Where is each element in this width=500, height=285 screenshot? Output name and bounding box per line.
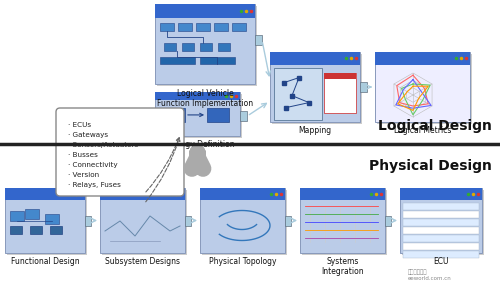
- Bar: [285, 215, 291, 225]
- Bar: [10, 211, 24, 221]
- Text: 电子工程世界: 电子工程世界: [408, 269, 428, 275]
- Bar: [403, 243, 479, 250]
- Text: · Version: · Version: [68, 172, 99, 178]
- Text: Physical Design: Physical Design: [369, 159, 492, 173]
- Text: · Sensors/Actuators: · Sensors/Actuators: [68, 142, 138, 148]
- Bar: [163, 108, 185, 122]
- Bar: [100, 188, 185, 200]
- Bar: [403, 203, 479, 210]
- Text: ECU: ECU: [433, 257, 449, 266]
- Bar: [155, 92, 240, 100]
- Bar: [300, 188, 385, 200]
- Bar: [7, 190, 87, 255]
- Bar: [157, 6, 257, 86]
- Bar: [5, 188, 85, 253]
- Text: Logical Design: Logical Design: [378, 119, 492, 133]
- Bar: [196, 23, 210, 31]
- Bar: [385, 215, 391, 225]
- Bar: [178, 23, 192, 31]
- Bar: [403, 235, 479, 242]
- Bar: [324, 73, 356, 79]
- Bar: [375, 52, 470, 65]
- Bar: [274, 68, 322, 120]
- Bar: [10, 226, 22, 234]
- Bar: [207, 108, 229, 122]
- Text: · Connectivity: · Connectivity: [68, 162, 117, 168]
- Bar: [200, 188, 285, 200]
- Bar: [202, 190, 287, 255]
- Bar: [403, 227, 479, 234]
- Bar: [272, 54, 362, 124]
- Bar: [232, 23, 246, 31]
- Bar: [164, 43, 176, 51]
- Bar: [400, 188, 482, 200]
- Bar: [302, 190, 387, 255]
- Bar: [403, 211, 479, 218]
- Bar: [157, 94, 242, 138]
- Text: Topology Definition: Topology Definition: [160, 140, 234, 149]
- Bar: [403, 251, 479, 258]
- Bar: [160, 57, 195, 64]
- Bar: [182, 43, 194, 51]
- Bar: [85, 215, 91, 225]
- Bar: [240, 111, 247, 121]
- Bar: [218, 43, 230, 51]
- Text: Subsystem Designs: Subsystem Designs: [105, 257, 180, 266]
- Bar: [50, 226, 62, 234]
- Bar: [375, 52, 470, 122]
- Text: · Busses: · Busses: [68, 152, 98, 158]
- Text: Mapping: Mapping: [298, 126, 332, 135]
- Text: · ECUs: · ECUs: [68, 122, 91, 128]
- Bar: [400, 188, 482, 253]
- Bar: [270, 52, 360, 122]
- Bar: [45, 214, 59, 224]
- Bar: [100, 188, 185, 253]
- Bar: [324, 73, 356, 113]
- Text: Logical Metrics: Logical Metrics: [394, 126, 451, 135]
- Bar: [185, 215, 191, 225]
- Bar: [403, 219, 479, 226]
- Bar: [160, 23, 174, 31]
- Bar: [200, 188, 285, 253]
- Bar: [360, 82, 367, 92]
- Bar: [300, 188, 385, 253]
- Text: Functional Design: Functional Design: [10, 257, 80, 266]
- Text: Systems
Integration: Systems Integration: [321, 257, 364, 276]
- Bar: [270, 52, 360, 65]
- Text: Logical Vehicle
Function Implementation: Logical Vehicle Function Implementation: [157, 89, 253, 108]
- Bar: [402, 190, 484, 255]
- Bar: [200, 57, 235, 64]
- Bar: [25, 209, 39, 219]
- Text: · Gateways: · Gateways: [68, 132, 108, 138]
- Bar: [102, 190, 187, 255]
- Bar: [377, 54, 472, 124]
- Text: eeworld.com.cn: eeworld.com.cn: [408, 276, 452, 280]
- Text: Physical Topology: Physical Topology: [209, 257, 276, 266]
- Bar: [5, 188, 85, 200]
- Bar: [214, 23, 228, 31]
- Bar: [155, 4, 255, 84]
- Bar: [255, 35, 262, 45]
- Bar: [155, 4, 255, 19]
- Bar: [30, 226, 42, 234]
- Bar: [155, 92, 240, 136]
- FancyBboxPatch shape: [56, 108, 184, 196]
- Text: · Relays, Fuses: · Relays, Fuses: [68, 182, 121, 188]
- Bar: [200, 43, 212, 51]
